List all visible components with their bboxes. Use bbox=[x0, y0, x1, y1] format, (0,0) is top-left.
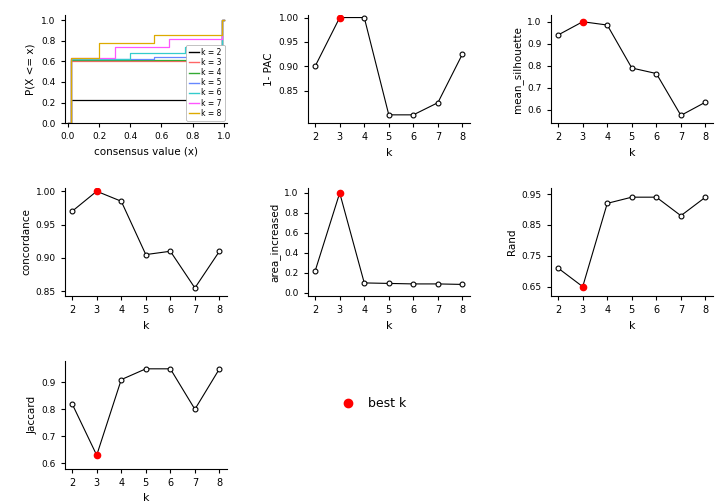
Line: k = 3: k = 3 bbox=[68, 20, 224, 123]
k = 7 bbox=[215, 36, 224, 42]
k = 2 bbox=[63, 120, 72, 126]
k = 8 bbox=[138, 40, 146, 46]
Line: k = 6: k = 6 bbox=[68, 20, 224, 123]
k = 8 bbox=[220, 17, 228, 23]
k = 2 bbox=[218, 17, 227, 23]
X-axis label: k: k bbox=[629, 321, 635, 331]
Legend: k = 2, k = 3, k = 4, k = 5, k = 6, k = 7, k = 8: k = 2, k = 3, k = 4, k = 5, k = 6, k = 7… bbox=[186, 45, 225, 121]
k = 3 bbox=[156, 58, 165, 65]
k = 6 bbox=[218, 17, 227, 23]
k = 6 bbox=[220, 17, 228, 23]
k = 6 bbox=[148, 50, 156, 56]
k = 4 bbox=[156, 57, 165, 64]
Y-axis label: mean_silhouette: mean_silhouette bbox=[513, 26, 523, 112]
k = 7 bbox=[192, 36, 200, 42]
X-axis label: k: k bbox=[385, 321, 392, 331]
Y-axis label: Rand: Rand bbox=[508, 229, 518, 255]
k = 8 bbox=[156, 32, 165, 38]
k = 6 bbox=[156, 50, 165, 56]
k = 4 bbox=[220, 17, 228, 23]
X-axis label: k: k bbox=[629, 148, 635, 158]
k = 5 bbox=[138, 56, 146, 62]
X-axis label: k: k bbox=[143, 493, 149, 503]
Y-axis label: concordance: concordance bbox=[22, 209, 32, 275]
k = 3 bbox=[138, 58, 146, 65]
X-axis label: k: k bbox=[385, 148, 392, 158]
Y-axis label: Jaccard: Jaccard bbox=[27, 396, 37, 434]
k = 7 bbox=[138, 44, 147, 50]
k = 8 bbox=[215, 32, 224, 38]
Y-axis label: 1- PAC: 1- PAC bbox=[264, 52, 274, 86]
k = 7 bbox=[218, 17, 227, 23]
Line: k = 7: k = 7 bbox=[68, 20, 224, 123]
k = 5 bbox=[148, 56, 156, 62]
k = 8 bbox=[63, 120, 72, 126]
k = 8 bbox=[138, 40, 147, 46]
k = 8 bbox=[192, 32, 200, 38]
Legend: best k: best k bbox=[330, 393, 411, 415]
k = 7 bbox=[138, 44, 146, 50]
k = 3 bbox=[63, 120, 72, 126]
Y-axis label: P(X <= x): P(X <= x) bbox=[26, 43, 36, 95]
k = 5 bbox=[192, 54, 200, 60]
k = 8 bbox=[148, 40, 156, 46]
k = 5 bbox=[218, 17, 227, 23]
k = 7 bbox=[63, 120, 72, 126]
Line: k = 8: k = 8 bbox=[68, 20, 224, 123]
k = 4 bbox=[63, 120, 72, 126]
k = 6 bbox=[192, 44, 200, 50]
k = 6 bbox=[63, 120, 72, 126]
X-axis label: k: k bbox=[143, 321, 149, 331]
k = 5 bbox=[220, 17, 228, 23]
k = 5 bbox=[156, 54, 165, 60]
k = 5 bbox=[215, 54, 224, 60]
Line: k = 2: k = 2 bbox=[68, 20, 224, 123]
k = 8 bbox=[218, 17, 227, 23]
k = 7 bbox=[156, 44, 165, 50]
k = 3 bbox=[218, 17, 227, 23]
k = 5 bbox=[63, 120, 72, 126]
k = 6 bbox=[138, 50, 147, 56]
k = 2 bbox=[148, 97, 156, 103]
k = 4 bbox=[218, 17, 227, 23]
k = 5 bbox=[138, 56, 147, 62]
k = 6 bbox=[215, 44, 224, 50]
k = 4 bbox=[192, 57, 200, 64]
X-axis label: consensus value (x): consensus value (x) bbox=[94, 147, 198, 157]
k = 2 bbox=[138, 97, 147, 103]
k = 3 bbox=[192, 58, 200, 65]
k = 6 bbox=[138, 50, 146, 56]
k = 2 bbox=[156, 97, 165, 103]
k = 2 bbox=[215, 84, 224, 90]
k = 4 bbox=[148, 57, 156, 64]
k = 2 bbox=[220, 17, 228, 23]
k = 4 bbox=[215, 57, 224, 64]
k = 7 bbox=[148, 44, 156, 50]
k = 4 bbox=[138, 57, 146, 64]
Line: k = 5: k = 5 bbox=[68, 20, 224, 123]
k = 2 bbox=[192, 97, 200, 103]
k = 3 bbox=[215, 58, 224, 65]
k = 3 bbox=[138, 58, 147, 65]
k = 7 bbox=[220, 17, 228, 23]
k = 3 bbox=[220, 17, 228, 23]
k = 2 bbox=[138, 97, 146, 103]
k = 3 bbox=[148, 58, 156, 65]
Line: k = 4: k = 4 bbox=[68, 20, 224, 123]
Y-axis label: area_increased: area_increased bbox=[269, 202, 280, 282]
k = 4 bbox=[138, 57, 147, 64]
